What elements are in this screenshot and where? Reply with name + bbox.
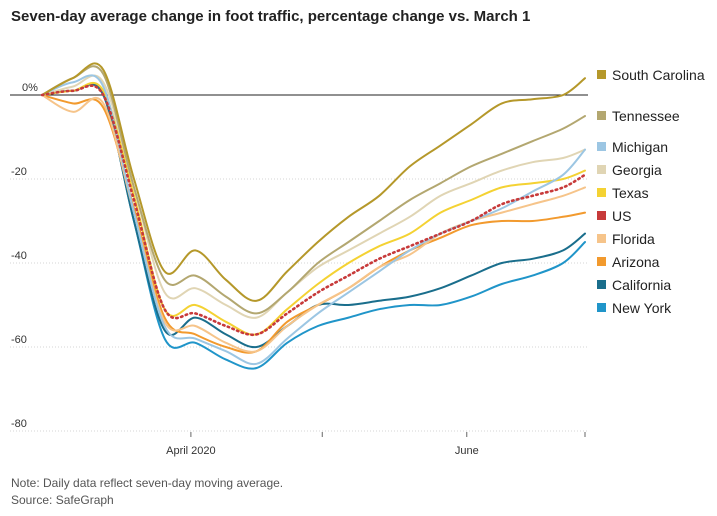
x-tick-label-1: June xyxy=(455,445,479,457)
y-tick-label-3: -60 xyxy=(11,334,27,346)
chart-source: Source: SafeGraph xyxy=(11,493,114,507)
series-line-texas xyxy=(41,81,586,336)
legend-label-florida: Florida xyxy=(612,231,655,247)
chart-note: Note: Daily data reflect seven-day movin… xyxy=(11,476,284,490)
y-tick-label-4: -80 xyxy=(11,418,27,430)
legend-label-tennessee: Tennessee xyxy=(612,108,680,124)
series-line-michigan xyxy=(41,74,586,366)
series-line-arizona xyxy=(41,94,586,354)
legend-label-georgia: Georgia xyxy=(612,162,662,178)
legend-label-arizona: Arizona xyxy=(612,254,660,270)
legend-swatch-florida xyxy=(597,234,606,243)
legend-label-california: California xyxy=(612,277,671,293)
y-tick-label-2: -40 xyxy=(11,250,27,262)
legend-swatch-south-carolina xyxy=(597,70,606,79)
legend-label-us: US xyxy=(612,208,631,224)
y-tick-label-0: 0% xyxy=(22,82,38,94)
series-lines xyxy=(40,62,587,370)
legend-swatch-arizona xyxy=(597,257,606,266)
legend-swatch-tennessee xyxy=(597,111,606,120)
legend-label-new-york: New York xyxy=(612,300,672,316)
legend-swatch-michigan xyxy=(597,142,606,151)
legend-swatch-california xyxy=(597,280,606,289)
series-line-new-york xyxy=(41,83,586,370)
y-tick-label-1: -20 xyxy=(11,166,27,178)
legend: South Carolina Tennessee Michigan Georgia Te… xyxy=(597,67,705,316)
legend-swatch-us xyxy=(597,211,606,220)
series-line-south-carolina xyxy=(41,62,586,302)
series-line-georgia xyxy=(41,74,586,319)
legend-label-michigan: Michigan xyxy=(612,139,668,155)
legend-swatch-texas xyxy=(597,188,606,197)
series-line-florida xyxy=(41,94,586,353)
legend-label-south-carolina: South Carolina xyxy=(612,67,705,83)
legend-label-texas: Texas xyxy=(612,185,649,201)
grid-lines xyxy=(10,94,588,432)
legend-swatch-georgia xyxy=(597,165,606,174)
chart-title: Seven-day average change in foot traffic… xyxy=(11,8,531,25)
x-axis-ticks: April 2020 June xyxy=(166,432,586,457)
y-axis-ticks: 0% -20 -40 -60 -80 xyxy=(11,82,38,430)
series-line-tennessee xyxy=(41,65,586,315)
x-tick-label-0: April 2020 xyxy=(166,445,216,457)
series-line-us xyxy=(40,84,587,337)
legend-swatch-new-york xyxy=(597,303,606,312)
